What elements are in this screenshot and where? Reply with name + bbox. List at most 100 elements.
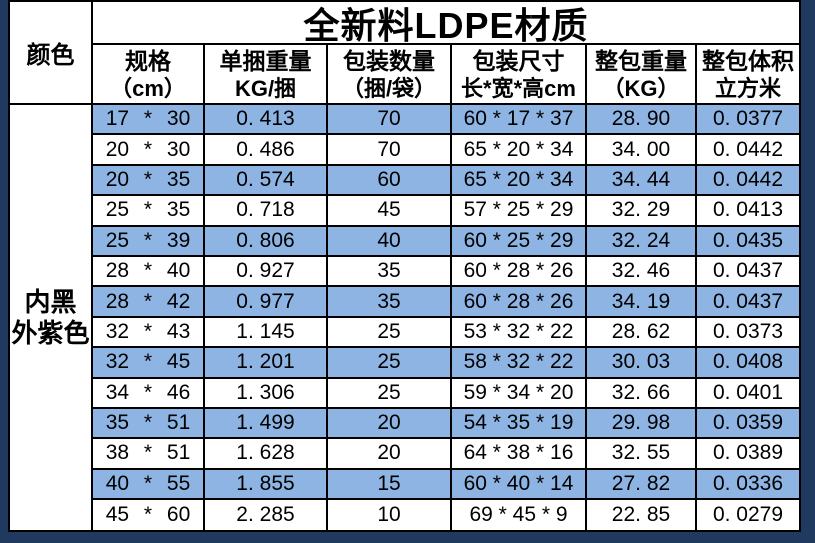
volume-cell: 0. 0389 xyxy=(697,439,799,470)
volume-cell: 0. 0442 xyxy=(697,165,799,197)
bundle-weight-cell: 1. 145 xyxy=(205,317,328,349)
dims-cell: 60 * 17 * 37 xyxy=(452,105,587,136)
header-line: 规格 xyxy=(125,47,171,74)
pack-weight-cell: 34. 00 xyxy=(587,135,697,166)
header-line: 立方米 xyxy=(714,75,781,101)
volume-cell: 0. 0437 xyxy=(697,287,799,318)
table-title: 全新料LDPE材质 xyxy=(93,2,799,45)
qty-cell: 10 xyxy=(328,500,452,531)
dims-cell: 60 * 28 * 26 xyxy=(452,287,587,318)
header-line: 包装尺寸 xyxy=(472,47,565,74)
spec-cell: 34 * 46 xyxy=(93,378,205,409)
bundle-weight-cell: 0. 718 xyxy=(205,196,328,227)
volume-cell: 0. 0435 xyxy=(697,226,799,257)
qty-cell: 40 xyxy=(328,226,452,257)
pack-weight-cell: 32. 66 xyxy=(587,378,697,409)
pack-weight-cell: 34. 44 xyxy=(587,165,697,197)
pack-weight-cell: 22. 85 xyxy=(587,500,697,531)
volume-cell: 0. 0377 xyxy=(697,105,799,136)
pack-weight-cell: 27. 82 xyxy=(587,469,697,501)
color-label-line: 外紫色 xyxy=(11,317,90,348)
volume-cell: 0. 0373 xyxy=(697,318,799,349)
header-line: 单捆重量 xyxy=(219,47,312,74)
volume-cell: 0. 0408 xyxy=(697,348,799,379)
column-header-dims: 包装尺寸 长*宽*高cm xyxy=(452,45,587,105)
pack-weight-cell: 32. 46 xyxy=(587,256,697,288)
column-header-pack-weight: 整包重量 （KG） xyxy=(587,45,697,105)
qty-cell: 20 xyxy=(328,408,452,440)
header-line: （cm） xyxy=(110,75,186,101)
dims-cell: 57 * 25 * 29 xyxy=(452,196,587,227)
volume-cell: 0. 0359 xyxy=(697,408,799,440)
spec-cell: 17 * 30 xyxy=(93,105,205,136)
qty-cell: 70 xyxy=(328,135,452,166)
header-line: 整包重量 xyxy=(595,47,687,74)
spec-cell: 28 * 42 xyxy=(93,287,205,318)
bundle-weight-cell: 2. 285 xyxy=(205,500,328,531)
bundle-weight-cell: 0. 977 xyxy=(205,287,328,318)
dims-cell: 65 * 20 * 34 xyxy=(452,135,587,166)
spec-table: 颜色 全新料LDPE材质 规格 （cm） 单捆重量 KG/捆 包装数量 （捆/袋… xyxy=(8,0,801,533)
pack-weight-cell: 28. 62 xyxy=(587,317,697,349)
qty-cell: 20 xyxy=(328,439,452,470)
dims-cell: 60 * 28 * 26 xyxy=(452,256,587,288)
bundle-weight-cell: 0. 413 xyxy=(205,105,328,136)
column-header-bundle-weight: 单捆重量 KG/捆 xyxy=(205,45,328,105)
color-column-header: 颜色 xyxy=(10,2,93,105)
volume-cell: 0. 0437 xyxy=(697,257,799,288)
header-line: （捆/袋） xyxy=(341,75,437,101)
spec-cell: 20 * 30 xyxy=(93,135,205,166)
dims-cell: 60 * 25 * 29 xyxy=(452,226,587,257)
volume-cell: 0. 0336 xyxy=(697,469,799,501)
bundle-weight-cell: 1. 628 xyxy=(205,439,328,470)
bundle-weight-cell: 1. 306 xyxy=(205,378,328,409)
column-header-volume: 整包体积 立方米 xyxy=(697,45,799,105)
dims-cell: 64 * 38 * 16 xyxy=(452,439,587,470)
qty-cell: 70 xyxy=(328,105,452,136)
pack-weight-cell: 28. 90 xyxy=(587,105,697,136)
spec-cell: 32 * 43 xyxy=(93,317,205,349)
spec-cell: 32 * 45 xyxy=(93,348,205,379)
bundle-weight-cell: 1. 499 xyxy=(205,408,328,440)
dims-cell: 59 * 34 * 20 xyxy=(452,378,587,409)
volume-cell: 0. 0401 xyxy=(697,379,799,409)
spec-cell: 38 * 51 xyxy=(93,439,205,470)
bundle-weight-cell: 0. 806 xyxy=(205,226,328,257)
pack-weight-cell: 29. 98 xyxy=(587,408,697,440)
spec-cell: 20 * 35 xyxy=(93,165,205,197)
spec-cell: 35 * 51 xyxy=(93,408,205,440)
color-label-line: 内黑 xyxy=(24,286,77,317)
header-line: KG/捆 xyxy=(234,75,297,101)
dims-cell: 53 * 32 * 22 xyxy=(452,317,587,349)
bundle-weight-cell: 0. 574 xyxy=(205,165,328,197)
spec-cell: 25 * 39 xyxy=(93,226,205,257)
qty-cell: 25 xyxy=(328,317,452,349)
qty-cell: 15 xyxy=(328,469,452,501)
qty-cell: 35 xyxy=(328,287,452,318)
pack-weight-cell: 32. 55 xyxy=(587,439,697,470)
volume-cell: 0. 0279 xyxy=(712,503,784,527)
bundle-weight-cell: 1. 855 xyxy=(205,469,328,501)
header-line: 长*宽*高cm xyxy=(461,75,576,101)
dims-cell: 60 * 40 * 14 xyxy=(452,469,587,501)
column-header-qty: 包装数量 （捆/袋） xyxy=(328,45,452,105)
header-line: 包装数量 xyxy=(343,47,435,74)
qty-cell: 25 xyxy=(328,378,452,409)
spec-cell: 28 * 40 xyxy=(93,256,205,288)
header-line: （KG） xyxy=(602,75,680,101)
spec-cell: 45 * 60 xyxy=(93,500,205,531)
dims-cell: 58 * 32 * 22 xyxy=(452,348,587,379)
dims-cell: 54 * 35 * 19 xyxy=(452,408,587,440)
bundle-weight-cell: 1. 201 xyxy=(205,348,328,379)
dims-cell: 69 * 45 * 9 xyxy=(452,500,587,531)
spec-cell: 25 * 35 xyxy=(93,196,205,227)
pack-weight-cell: 32. 29 xyxy=(587,196,697,227)
color-label: 内黑 外紫色 xyxy=(10,105,93,531)
qty-cell: 45 xyxy=(328,196,452,227)
pack-weight-cell: 32. 24 xyxy=(587,226,697,257)
qty-cell: 60 xyxy=(328,165,452,197)
spec-cell: 40 * 55 xyxy=(93,469,205,501)
header-line: 整包体积 xyxy=(702,47,794,74)
pack-weight-cell: 30. 03 xyxy=(587,348,697,379)
